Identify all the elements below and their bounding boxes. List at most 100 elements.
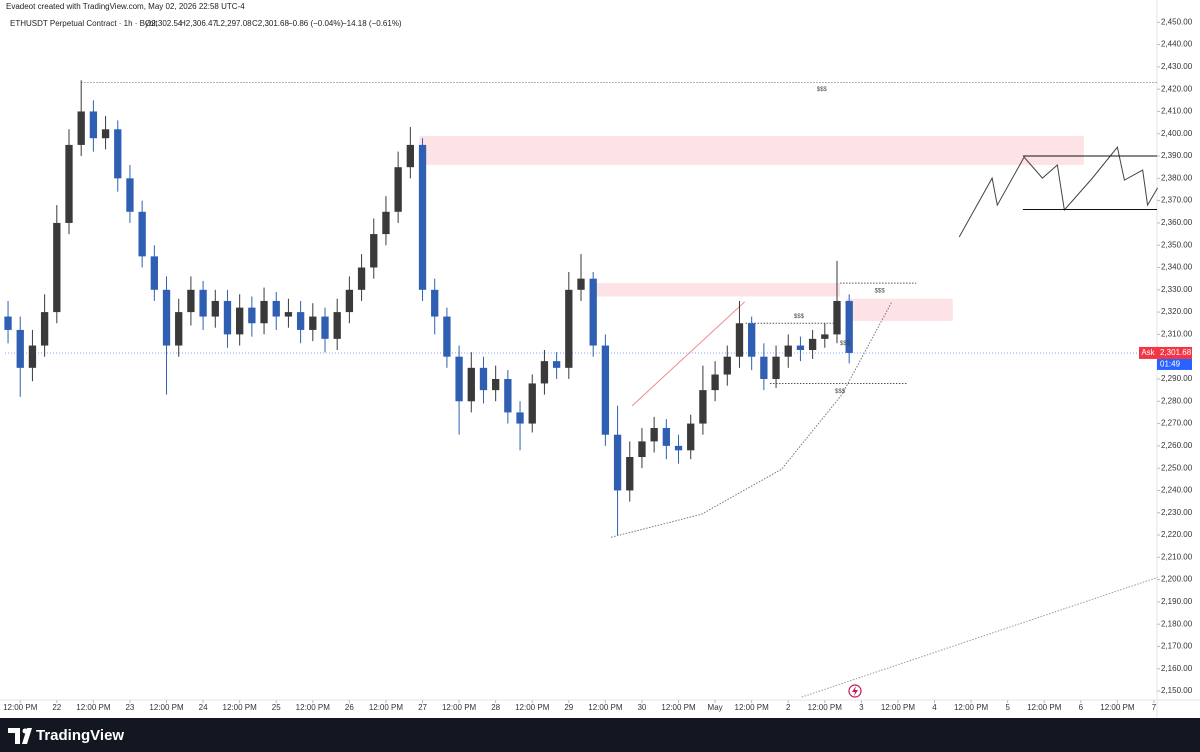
x-tick-label: 23	[125, 703, 134, 712]
candle-body	[760, 356, 768, 379]
annotation: $$$	[835, 389, 846, 395]
y-tick-label: 2,320.00	[1161, 307, 1193, 316]
annotation: $$$	[817, 87, 828, 93]
candle-body	[77, 111, 85, 145]
price-box	[1157, 346, 1192, 359]
candle-body	[162, 289, 171, 346]
alert-circle[interactable]	[848, 684, 862, 698]
candle-body	[455, 356, 463, 402]
candle-body	[601, 345, 610, 435]
x-tick-label: 12:00 PM	[588, 703, 623, 712]
x-tick-label: 5	[1005, 703, 1010, 712]
y-tick-label: 2,370.00	[1161, 196, 1193, 205]
candle-body	[138, 211, 146, 257]
candle-body	[223, 300, 232, 335]
candle-body	[492, 378, 500, 391]
annotation: $$$	[794, 314, 805, 320]
candle-body	[674, 445, 683, 451]
y-tick-label: 2,210.00	[1161, 552, 1193, 561]
candle-body	[540, 361, 549, 384]
x-tick-label: 26	[345, 703, 354, 712]
x-tick-label: 4	[932, 703, 937, 712]
change-total: −14.18 (−0.61%)	[342, 19, 402, 28]
candle-body	[552, 361, 561, 368]
drawn-line	[801, 576, 1158, 698]
candle-body	[333, 312, 341, 339]
candle-body	[101, 129, 110, 139]
annotation: $$$	[840, 341, 851, 347]
y-tick-label: 2,430.00	[1161, 62, 1193, 71]
candle-body	[260, 300, 268, 324]
x-tick-label: 30	[637, 703, 646, 712]
alert-icon[interactable]	[848, 684, 862, 698]
x-tick-label: 12:00 PM	[149, 703, 184, 712]
y-tick-label: 2,400.00	[1161, 129, 1193, 138]
x-tick-label: 12:00 PM	[735, 703, 770, 712]
brand-name: TradingView	[36, 727, 124, 744]
candle-body	[187, 289, 195, 313]
ohlc-close: C2,301.68	[252, 19, 289, 28]
candle-body	[370, 234, 378, 268]
candle-body	[808, 338, 817, 350]
x-tick-label: 25	[272, 703, 281, 712]
candle-body	[53, 222, 61, 313]
candle-body	[711, 374, 719, 391]
x-tick-label: 29	[564, 703, 573, 712]
y-tick-label: 2,330.00	[1161, 285, 1193, 294]
zone	[590, 283, 841, 297]
x-tick-label: 7	[1152, 703, 1157, 712]
candle-body	[296, 312, 305, 330]
candle-body	[175, 312, 183, 346]
candle-body	[528, 383, 536, 424]
alert-bolt[interactable]	[852, 686, 858, 696]
x-tick-label: 12:00 PM	[223, 703, 258, 712]
candle-body	[284, 312, 293, 317]
candle-body	[248, 307, 256, 324]
y-tick-label: 2,450.00	[1161, 17, 1193, 26]
candle-body	[772, 356, 780, 379]
candle-body	[40, 312, 49, 346]
candle-body	[126, 178, 134, 212]
y-tick-label: 2,270.00	[1161, 419, 1193, 428]
y-tick-label: 2,360.00	[1161, 218, 1193, 227]
y-tick-label: 2,380.00	[1161, 173, 1193, 182]
y-tick-label: 2,180.00	[1161, 619, 1193, 628]
candle-body	[479, 367, 488, 391]
drawn-line	[611, 301, 893, 538]
x-tick-label: 2	[786, 703, 791, 712]
candle-body	[65, 144, 73, 223]
x-tick-label: 12:00 PM	[296, 703, 331, 712]
candle-body	[394, 167, 402, 212]
y-tick-label: 2,290.00	[1161, 374, 1193, 383]
x-tick-label: 12:00 PM	[661, 703, 696, 712]
x-tick-label: 27	[418, 703, 427, 712]
candle-body	[345, 289, 354, 313]
x-tick-label: 24	[199, 703, 208, 712]
candle-body	[784, 345, 792, 357]
x-tick-label: 12:00 PM	[369, 703, 404, 712]
candle-body	[4, 316, 12, 330]
candle-body	[626, 457, 634, 491]
watermark: Evadeot created with TradingView.com, Ma…	[6, 2, 245, 11]
y-tick-label: 2,200.00	[1161, 575, 1193, 584]
x-tick-label: 12:00 PM	[442, 703, 477, 712]
x-tick-label: 28	[491, 703, 500, 712]
candle-body	[845, 300, 853, 353]
x-tick-label: 12:00 PM	[881, 703, 916, 712]
y-tick-label: 2,260.00	[1161, 441, 1193, 450]
candle-body	[577, 278, 585, 290]
y-tick-label: 2,420.00	[1161, 84, 1193, 93]
y-tick-label: 2,230.00	[1161, 508, 1193, 517]
y-tick-label: 2,190.00	[1161, 597, 1193, 606]
candle-body	[589, 278, 597, 346]
candle-body	[662, 428, 670, 446]
candle-body	[638, 441, 646, 458]
candle-body	[150, 256, 158, 290]
candle-body	[199, 289, 207, 317]
candle-body	[272, 300, 280, 317]
candle-body	[735, 323, 744, 357]
candle-body	[431, 289, 439, 317]
